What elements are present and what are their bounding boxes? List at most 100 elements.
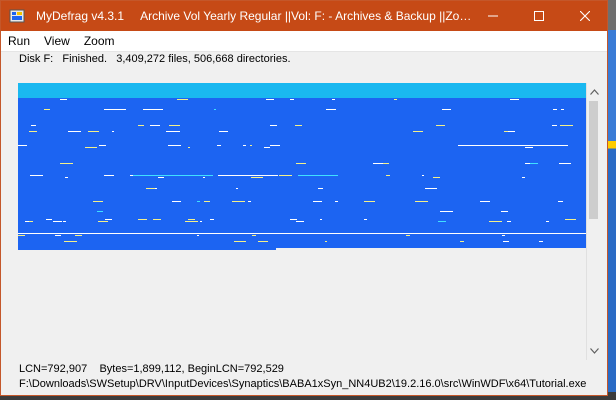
fragment-mark — [364, 219, 367, 220]
fragment-mark — [290, 219, 297, 220]
window-title: MyDefrag v4.3.1 Archive Vol Yearly Regul… — [36, 9, 476, 23]
close-icon — [580, 11, 590, 21]
fragment-mark — [168, 145, 174, 146]
fragment-mark — [210, 219, 214, 220]
fragment-mark — [65, 177, 68, 178]
fragment-mark — [501, 211, 508, 212]
fragment-mark — [85, 147, 97, 148]
menu-view[interactable]: View — [44, 34, 70, 48]
disk-summary: 3,409,272 files, 506,668 directories. — [116, 53, 291, 65]
menu-zoom[interactable]: Zoom — [83, 34, 115, 48]
fragment-mark — [326, 109, 336, 110]
cluster-info-line: LCN=792,907 Bytes=1,899,112, BeginLCN=79… — [19, 363, 284, 375]
scroll-down-button[interactable] — [587, 344, 601, 358]
fragment-mark — [133, 175, 213, 176]
fragment-mark — [203, 177, 205, 178]
fragment-mark — [18, 233, 586, 234]
fragment-mark — [64, 241, 77, 242]
fragment-mark — [422, 175, 424, 176]
fragment-mark — [214, 109, 216, 110]
fragment-mark — [406, 235, 410, 236]
fragment-mark — [503, 241, 509, 242]
fragment-mark — [112, 131, 114, 132]
fragment-mark — [394, 99, 397, 100]
fragment-mark — [44, 109, 50, 110]
fragment-mark — [97, 211, 103, 212]
minimize-icon — [488, 15, 498, 17]
fragment-mark — [298, 175, 338, 176]
fragment-mark — [46, 219, 52, 220]
fragment-mark — [146, 188, 155, 189]
fragment-mark — [248, 201, 251, 202]
fragment-mark — [177, 99, 188, 100]
fragment-mark — [552, 125, 557, 126]
fragment-mark — [158, 177, 164, 178]
fragment-mark — [559, 163, 571, 164]
maximize-button[interactable] — [516, 1, 562, 31]
background-desktop — [0, 392, 616, 400]
fragment-mark — [18, 235, 25, 236]
fragment-mark — [560, 125, 573, 126]
fragment-mark — [507, 221, 511, 222]
fragment-mark — [28, 221, 33, 222]
fragment-mark — [332, 99, 335, 100]
fragment-mark — [313, 201, 322, 202]
disk-map[interactable] — [18, 83, 586, 360]
fragment-mark — [30, 175, 43, 176]
fragment-mark — [318, 188, 323, 189]
minimize-button[interactable] — [470, 1, 516, 31]
fragment-mark — [150, 125, 160, 126]
fragment-mark — [185, 221, 198, 222]
fragment-mark — [506, 131, 515, 132]
menu-run[interactable]: Run — [8, 34, 31, 48]
fragment-mark — [415, 201, 428, 202]
fragment-mark — [440, 211, 453, 212]
maximize-icon — [534, 11, 544, 21]
mydefrag-app-icon — [9, 9, 25, 23]
fragment-mark — [565, 219, 576, 220]
disk-label: Disk F: — [19, 53, 54, 65]
fragment-mark — [172, 201, 181, 202]
fragment-mark — [320, 219, 322, 220]
fragment-mark — [204, 201, 210, 202]
fragment-mark — [510, 99, 519, 100]
fragment-mark — [55, 235, 61, 236]
fragment-mark — [558, 201, 563, 202]
fragment-mark — [530, 163, 538, 164]
bytes-value: Bytes=1,899,112, BeginLCN=792,529 — [99, 363, 284, 375]
fragment-mark — [243, 145, 246, 146]
fragment-mark — [93, 201, 103, 202]
fragment-mark — [325, 241, 327, 242]
fragment-mark — [279, 175, 292, 176]
fragment-mark — [373, 163, 384, 164]
fragment-mark — [219, 131, 228, 132]
fragment-mark — [442, 109, 451, 110]
scroll-up-button[interactable] — [587, 85, 601, 99]
fragment-mark — [63, 221, 66, 222]
fragment-mark — [99, 145, 106, 146]
scroll-thumb[interactable] — [589, 101, 598, 219]
fragment-mark — [234, 241, 246, 242]
disk-map-top-band — [18, 83, 586, 98]
fragment-mark — [290, 99, 294, 100]
fragment-mark — [236, 188, 238, 189]
mydefrag-window: MyDefrag v4.3.1 Archive Vol Yearly Regul… — [0, 0, 608, 396]
fragment-mark — [383, 163, 389, 164]
fragment-mark — [37, 175, 43, 176]
fragment-mark — [113, 109, 126, 110]
fragment-mark — [60, 163, 73, 164]
close-button[interactable] — [562, 1, 608, 31]
fragment-mark — [138, 125, 144, 126]
fragment-mark — [251, 177, 263, 178]
fragment-mark — [525, 147, 533, 148]
fragment-mark — [296, 221, 304, 222]
vertical-scrollbar[interactable] — [586, 83, 601, 360]
fragment-mark — [197, 201, 200, 202]
fragment-mark — [264, 147, 270, 148]
fragment-mark — [188, 219, 195, 220]
fragment-mark — [88, 131, 99, 132]
fragment-mark — [489, 221, 502, 222]
fragment-mark — [295, 125, 302, 126]
title-bar[interactable]: MyDefrag v4.3.1 Archive Vol Yearly Regul… — [1, 1, 607, 31]
fragment-mark — [522, 177, 525, 178]
